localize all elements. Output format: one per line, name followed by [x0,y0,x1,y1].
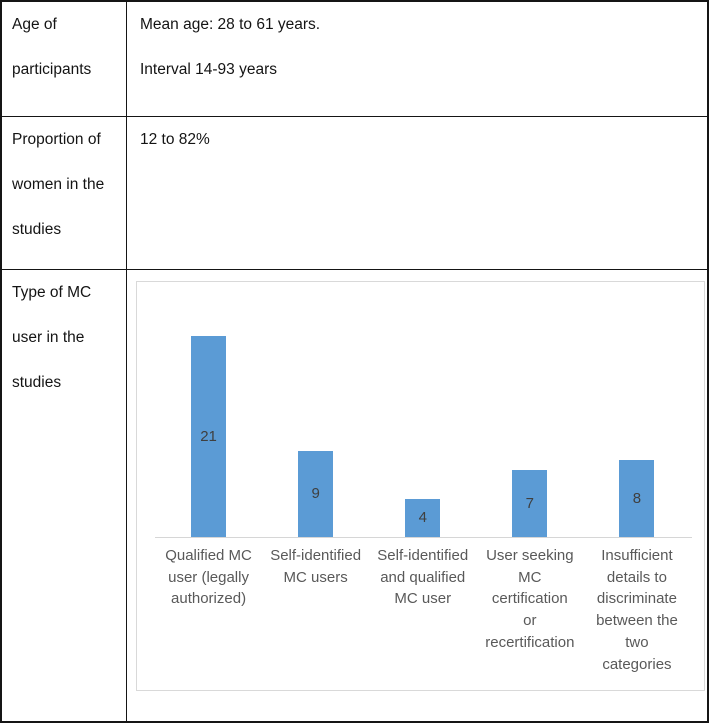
category-label-3: User seeking MC certification or recertifica… [474,545,586,654]
bar-value-label: 9 [311,484,320,502]
bar-value-label: 8 [632,489,642,507]
category-label-line: MC user [394,590,452,608]
label-text-line: user in the [12,329,85,346]
chart-plot: 21 Qualified MC user (legally authorized) 9 S… [137,282,704,690]
label-text-line: women in the [12,176,105,193]
bar-chart: 21 Qualified MC user (legally authorized) 9 S… [136,281,705,691]
category-label-line: MC [518,568,542,586]
category-label-0: Qualified MC user (legally authorized) [153,545,265,610]
category-label-line: discriminate [596,590,677,608]
bar-4: 8 [619,460,655,537]
bar-2: 4 [405,498,441,537]
category-label-line: recertification [485,633,575,651]
bar-3: 7 [512,470,548,537]
bar-value-label: 4 [418,508,427,526]
value-text-line: Mean age: 28 to 61 years. [140,16,321,33]
category-label-line: certification [491,590,568,608]
label-text-line: studies [12,374,62,391]
x-axis-line [155,537,692,538]
category-label-line: between the [596,612,678,630]
row-label-type-of-mc-user: Type of MC user in the studies [2,270,127,721]
row-label-age-of-participants: Age of participants [2,2,127,117]
category-label-line: Qualified MC [165,547,252,564]
label-text-line: Age of [12,16,57,33]
label-text-line: studies [12,221,62,238]
value-text-line: Interval 14-93 years [140,61,277,78]
category-label-line: Insufficient [601,547,673,564]
category-label-line: Self-identified [377,547,469,564]
category-label-line: Self-identified [270,547,362,564]
bar-0: 21 [191,336,227,537]
cell-proportion-value: 12 to 82% [127,117,707,270]
label-text-line: Type of MC [12,284,92,301]
cell-age-value: Mean age: 28 to 61 years. Interval 14-93… [127,2,707,117]
cell-mc-user-chart: 21 Qualified MC user (legally authorized) 9 S… [127,270,707,721]
category-label-line: and qualified [380,568,466,586]
bar-value-label: 21 [200,427,217,445]
value-text-line: 12 to 82% [140,131,210,148]
category-label-line: or [523,612,537,630]
category-label-4: Insufficient details to discriminate betwee… [581,545,693,675]
category-label-line: two [625,633,649,651]
category-label-line: details to [606,568,667,586]
category-label-line: authorized) [171,590,247,608]
label-text-line: Proportion of [12,131,101,148]
bar-1: 9 [298,450,334,537]
category-label-1: Self-identified MC users [260,545,372,588]
label-text-line: participants [12,61,92,78]
category-label-line: categories [602,655,672,673]
category-label-line: MC users [283,568,348,586]
bar-value-label: 7 [525,494,535,512]
category-label-2: Self-identified and qualified MC user [367,545,479,610]
category-label-line: User seeking [486,547,574,564]
row-label-proportion-of-women: Proportion of women in the studies [2,117,127,270]
category-label-line: user (legally [168,568,249,586]
